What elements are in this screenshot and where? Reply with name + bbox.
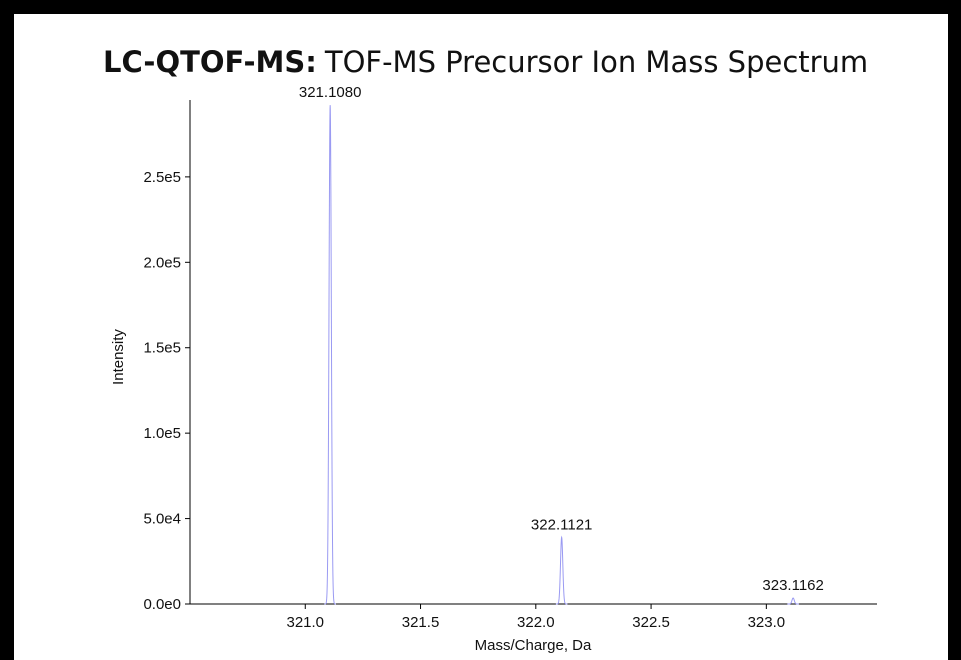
y-tick-label: 1.5e5 xyxy=(143,340,181,357)
x-tick-label: 321.0 xyxy=(286,614,324,631)
peak xyxy=(787,597,799,605)
chart-title: LC-QTOF-MS: TOF-MS Precursor Ion Mass Spe… xyxy=(103,45,868,79)
y-axis-label: Intensity xyxy=(110,329,127,385)
panel xyxy=(14,14,948,660)
peak-label: 323.1162 xyxy=(762,577,823,594)
peak xyxy=(324,105,336,605)
y-tick-label: 2.0e5 xyxy=(143,254,181,271)
peak-label: 321.1080 xyxy=(299,84,362,101)
y-tick-label: 5.0e4 xyxy=(143,511,181,528)
x-tick-label: 321.5 xyxy=(402,614,440,631)
y-tick-label: 0.0e0 xyxy=(143,596,181,613)
x-tick-label: 322.0 xyxy=(517,614,555,631)
x-tick-label: 323.0 xyxy=(748,614,786,631)
x-axis-label: Mass/Charge, Da xyxy=(475,637,592,654)
y-tick-label: 1.0e5 xyxy=(143,425,181,442)
peak xyxy=(555,535,568,605)
x-tick-label: 322.5 xyxy=(632,614,670,631)
title-prefix: LC-QTOF-MS: xyxy=(103,45,317,79)
peak-label: 322.1121 xyxy=(531,516,592,533)
title-text: TOF-MS Precursor Ion Mass Spectrum xyxy=(324,45,868,79)
y-tick-label: 2.5e5 xyxy=(143,169,181,186)
